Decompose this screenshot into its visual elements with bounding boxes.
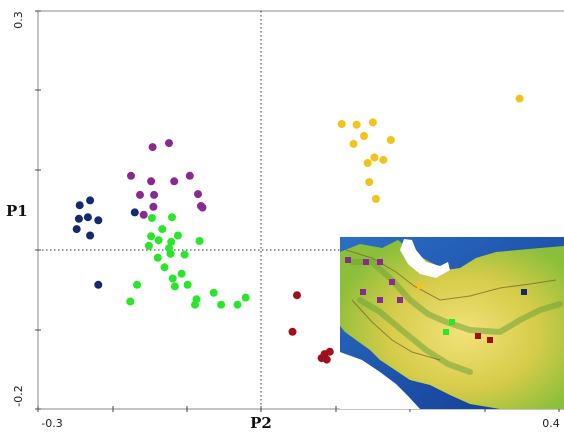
scatter-point-s2-6	[154, 236, 163, 245]
scatter-point-s2-1	[168, 213, 176, 222]
scatter-point-s4-3	[360, 132, 368, 140]
inset-site-marker-10	[475, 333, 481, 339]
scatter-point-s1-3	[147, 177, 156, 186]
inset-site-marker-3	[360, 289, 366, 295]
scatter-point-s4-6	[386, 136, 395, 144]
scatter-point-s2-23	[241, 293, 250, 302]
scatter-point-s1-9	[194, 190, 202, 199]
scatter-point-s2-2	[158, 225, 167, 234]
scatter-point-s4-5	[349, 139, 358, 148]
scatter-point-s2-7	[173, 231, 182, 240]
scatter-point-s2-9	[166, 249, 175, 258]
scatter-point-s4-7	[379, 155, 388, 164]
scatter-point-s2-17	[133, 280, 141, 289]
scatter-point-s1-2	[127, 171, 135, 180]
y-tick-label-top: 0.3	[12, 11, 25, 29]
y-axis-title: P1	[6, 202, 28, 220]
inset-site-marker-2	[377, 259, 383, 265]
scatter-point-s2-10	[153, 253, 162, 262]
scatter-point-s0-8	[130, 208, 139, 217]
scatter-point-s2-25	[168, 274, 177, 283]
scatter-point-s2-11	[180, 250, 189, 259]
scatter-point-s4-9	[365, 178, 374, 187]
scatter-point-s1-4	[150, 190, 159, 199]
inset-site-marker-6	[397, 297, 403, 303]
scatter-point-s2-19	[192, 295, 201, 304]
scatter-point-s4-8	[363, 159, 372, 167]
scatter-point-s3-1	[288, 327, 297, 336]
inset-site-marker-7	[521, 289, 527, 295]
x-axis-title: P2	[250, 414, 272, 432]
scatter-point-s2-18	[126, 297, 135, 306]
scatter-point-s4-12	[515, 94, 524, 103]
data-points	[72, 94, 524, 364]
scatter-point-s1-5	[170, 177, 179, 186]
scatter-point-s2-21	[217, 300, 226, 309]
scatter-point-s2-8	[167, 237, 176, 246]
inset-site-marker-0	[345, 257, 351, 263]
scatter-point-s0-2	[74, 214, 83, 223]
scatter-point-s1-7	[149, 202, 158, 211]
scatter-point-s2-3	[147, 232, 156, 241]
scatter-point-s2-12	[177, 269, 186, 278]
scatter-point-s3-0	[293, 291, 301, 300]
scatter-point-s1-6	[185, 171, 194, 180]
y-tick-label-bottom: -0.2	[12, 385, 25, 406]
scatter-point-s1-1	[148, 143, 157, 152]
inset-map-white-gulf	[340, 352, 420, 409]
inset-map	[340, 237, 564, 409]
inset-map-highlands	[349, 259, 563, 375]
scatter-point-s2-24	[195, 237, 204, 245]
scatter-point-s2-22	[233, 300, 242, 309]
scatter-point-s2-14	[170, 282, 179, 291]
inset-site-marker-1	[363, 259, 369, 265]
scatter-point-s0-7	[94, 280, 103, 289]
scatter-point-s0-5	[72, 225, 81, 234]
scatter-point-s0-4	[94, 216, 103, 225]
inset-site-marker-11	[487, 337, 493, 343]
scatter-point-s0-0	[75, 201, 84, 210]
scatter-point-s4-0	[337, 120, 346, 128]
scatter-point-s2-16	[183, 280, 192, 289]
inset-site-marker-9	[449, 319, 455, 325]
scatter-point-s1-12	[139, 210, 148, 219]
scatter-point-s0-3	[83, 213, 92, 222]
scatter-point-s2-13	[160, 263, 169, 272]
scatter-point-s1-0	[165, 139, 173, 148]
scatter-point-s1-11	[198, 203, 207, 212]
scatter-point-s3-3	[325, 347, 334, 356]
scatter-point-s2-5	[144, 241, 153, 250]
scatter-point-s4-2	[368, 118, 377, 127]
inset-map-white-sea	[400, 239, 450, 278]
scatter-point-s0-1	[86, 196, 95, 205]
scatter-point-s0-6	[86, 231, 95, 240]
x-tick-label-left: -0.3	[41, 417, 62, 430]
inset-site-markers	[345, 257, 527, 343]
scatter-point-s2-0	[147, 214, 156, 222]
inset-site-marker-5	[389, 279, 395, 285]
scatter-point-s1-8	[136, 190, 144, 199]
scatter-point-s4-1	[352, 120, 361, 129]
scatter-point-s4-4	[370, 153, 379, 162]
scatter-point-s3-5	[317, 354, 326, 363]
inset-site-marker-8	[443, 329, 449, 335]
scatter-point-s2-20	[209, 288, 218, 297]
inset-site-marker-12	[417, 283, 423, 289]
inset-site-marker-4	[377, 297, 383, 303]
x-tick-label-right: 0.4	[542, 417, 560, 430]
y-axis-ticks	[35, 10, 41, 410]
scatter-point-s4-10	[371, 194, 380, 203]
